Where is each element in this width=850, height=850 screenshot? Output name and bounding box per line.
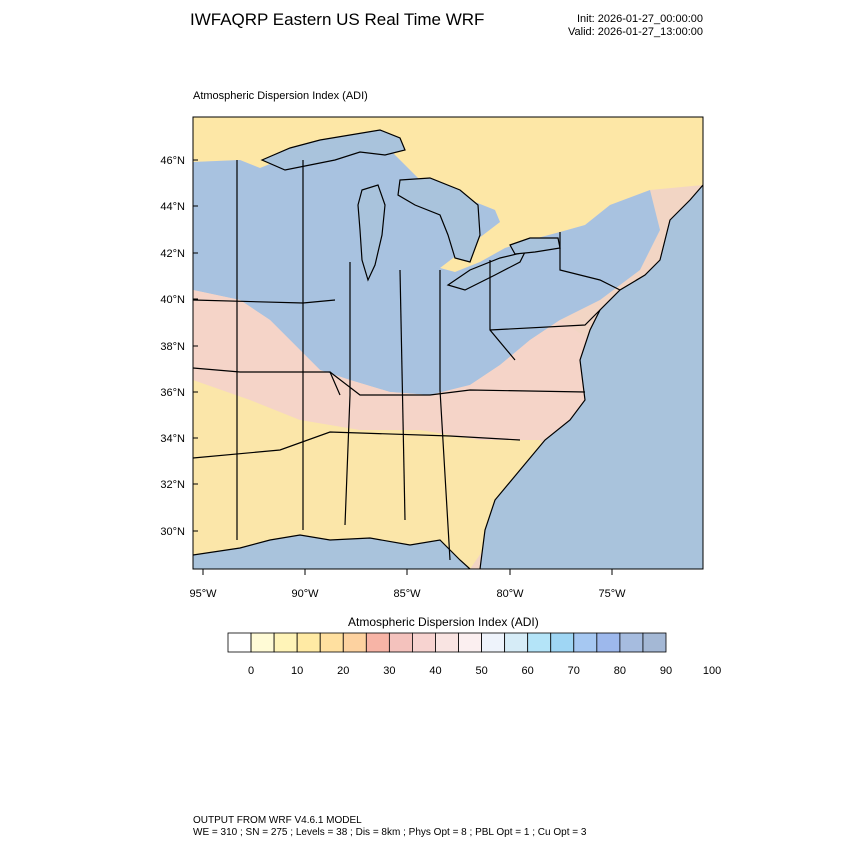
lon-label-85: 85°W <box>393 588 421 600</box>
colorbar-tick-label: 30 <box>383 665 395 677</box>
east-coastline <box>479 184 703 569</box>
colorbar-box <box>227 632 252 653</box>
map-area <box>193 117 703 569</box>
lake-huron <box>397 177 481 263</box>
page-title: IWFAQRP Eastern US Real Time WRF <box>190 10 485 29</box>
lat-label-44: 44°N <box>160 201 185 213</box>
footer-model: OUTPUT FROM WRF V4.6.1 MODEL <box>193 815 362 826</box>
colorbar-box <box>412 632 436 653</box>
map-frame <box>192 116 704 570</box>
colorbar-box <box>296 632 321 653</box>
map-subtitle: Atmospheric Dispersion Index (ADI) <box>193 90 368 102</box>
lat-ticks <box>193 159 198 532</box>
lat-label-34: 34°N <box>160 433 185 445</box>
colorbar-box <box>365 632 390 653</box>
lon-ticks <box>202 569 613 575</box>
atlantic-ocean <box>480 185 703 569</box>
canada-land <box>193 117 703 272</box>
colorbar-box <box>619 632 644 653</box>
lake-erie <box>446 251 527 291</box>
mid-adi-region <box>193 290 590 440</box>
lat-label-30: 30°N <box>160 526 185 538</box>
run-times: Init: 2026-01-27_00:00:00 Valid: 2026-01… <box>568 13 703 39</box>
colorbar-box <box>250 632 275 653</box>
colorbar-tick-label: 70 <box>568 665 580 677</box>
colorbar-box <box>527 632 552 653</box>
colorbar-box <box>273 632 298 653</box>
colorbar-tick-label: 10 <box>291 665 303 677</box>
state-boundaries <box>193 160 621 561</box>
lon-label-80: 80°W <box>496 588 524 600</box>
lon-label-90: 90°W <box>291 588 319 600</box>
colorbar-box <box>319 632 344 653</box>
lat-axis: 46°N 44°N 42°N 40°N 38°N 36°N 34°N 32°N … <box>160 155 185 538</box>
colorbar-tick-label: 60 <box>522 665 534 677</box>
lat-label-38: 38°N <box>160 341 185 353</box>
lat-label-42: 42°N <box>160 248 185 260</box>
colorbar-box <box>596 632 621 653</box>
colorbar-box <box>458 632 482 653</box>
colorbar-tick-label: 0 <box>248 665 254 677</box>
colorbar-box <box>504 632 529 653</box>
colorbar-box <box>550 632 575 653</box>
high-adi-region <box>193 140 660 395</box>
colorbar-box <box>342 632 367 653</box>
lat-label-40: 40°N <box>160 294 185 306</box>
colorbar-box <box>573 632 598 653</box>
lat-label-32: 32°N <box>160 479 185 491</box>
colorbar-tick-label: 100 <box>703 665 721 677</box>
colorbar-title: Atmospheric Dispersion Index (ADI) <box>348 615 539 629</box>
valid-time: Valid: 2026-01-27_13:00:00 <box>568 26 703 38</box>
colorbar-tick-label: 20 <box>337 665 349 677</box>
low-adi-region <box>193 380 560 569</box>
colorbar-tick-label: 40 <box>429 665 441 677</box>
lake-michigan <box>357 184 386 282</box>
colorbar-tick-label: 90 <box>660 665 672 677</box>
colorbar-tick-label: 80 <box>614 665 626 677</box>
colorbar-box <box>481 632 506 653</box>
colorbar-tick-label: 50 <box>475 665 487 677</box>
lon-label-75: 75°W <box>598 588 626 600</box>
colorbar-tick-labels: 0 10 20 30 40 50 60 70 80 90 100 <box>248 665 721 677</box>
lon-axis: 95°W 90°W 85°W 80°W 75°W <box>189 588 626 600</box>
lon-label-95: 95°W <box>189 588 217 600</box>
lat-label-46: 46°N <box>160 155 185 167</box>
colorbar-box <box>642 632 667 653</box>
colorbar-box <box>435 632 459 653</box>
colorbar-box <box>388 632 413 653</box>
lat-label-36: 36°N <box>160 387 185 399</box>
colorbar <box>227 632 667 653</box>
lake-superior <box>260 129 406 171</box>
init-time: Init: 2026-01-27_00:00:00 <box>577 13 703 25</box>
footer-config: WE = 310 ; SN = 275 ; Levels = 38 ; Dis … <box>193 827 587 838</box>
